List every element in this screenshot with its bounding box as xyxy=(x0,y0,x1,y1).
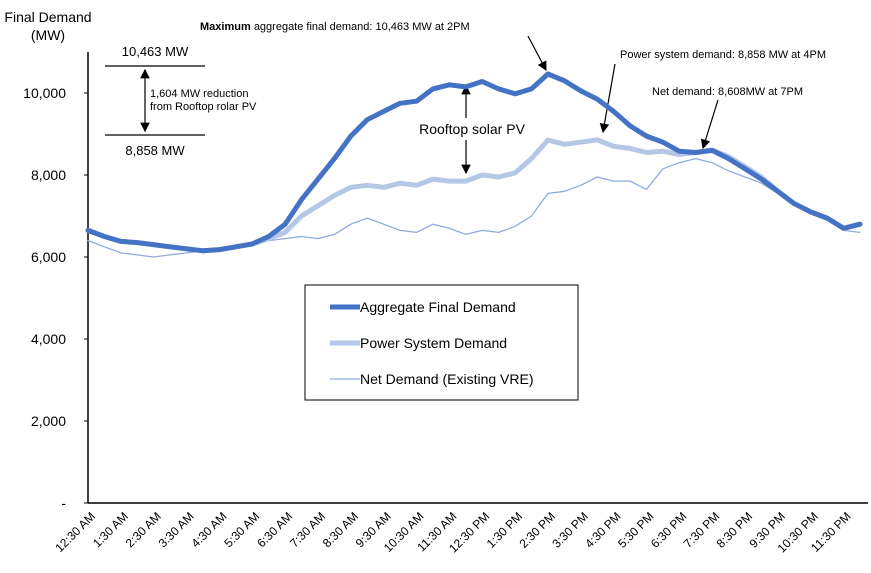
series-line xyxy=(87,157,861,258)
x-tick-label: 5:30 AM xyxy=(221,509,262,550)
arrow xyxy=(700,99,719,150)
annotation: Rooftop solar PV xyxy=(419,121,525,137)
y-tick-label: - xyxy=(61,495,66,511)
arrow xyxy=(527,35,547,72)
y-axis-label: Final Demand xyxy=(4,9,91,25)
y-axis-label: (MW) xyxy=(31,27,65,43)
x-tick-label: 3:30 AM xyxy=(156,509,197,550)
annotation: Net demand: 8,608MW at 7PM xyxy=(652,86,803,98)
x-tick-label: 12:30 AM xyxy=(52,509,98,555)
annotation: 8,858 MW xyxy=(125,143,185,158)
arrow xyxy=(599,63,616,134)
x-tick-label: 1:30 AM xyxy=(90,509,131,550)
series-line xyxy=(85,137,863,254)
legend-label: Net Demand (Existing VRE) xyxy=(360,371,534,387)
x-tick-label: 4:30 AM xyxy=(188,509,229,550)
annotation: Power system demand: 8,858 MW at 4PM xyxy=(620,49,826,61)
annotation: Maximum aggregate final demand: 10,463 M… xyxy=(200,21,470,33)
y-tick-label: 10,000 xyxy=(23,85,66,101)
legend-label: Power System Demand xyxy=(360,335,507,351)
annotations xyxy=(105,35,719,175)
x-tick-label: 2:30 AM xyxy=(123,509,164,550)
annotation-bold: Maximum xyxy=(200,21,251,33)
y-tick-label: 8,000 xyxy=(31,167,66,183)
legend-label: Aggregate Final Demand xyxy=(360,299,516,315)
annotation: 10,463 MW xyxy=(122,44,189,59)
y-tick-label: 2,000 xyxy=(31,413,66,429)
x-tick-label: 7:30 AM xyxy=(287,509,328,550)
series-line xyxy=(85,71,863,254)
annotation: 1,604 MW reduction xyxy=(150,88,248,100)
annotation: aggregate final demand: 10,463 MW at 2PM xyxy=(254,21,470,33)
y-tick-label: 6,000 xyxy=(31,249,66,265)
y-tick-label: 4,000 xyxy=(31,331,66,347)
x-tick-label: 6:30 AM xyxy=(254,509,295,550)
x-tick-label: 8:30 AM xyxy=(320,509,361,550)
annotation: from Rooftop rolar PV xyxy=(150,101,257,113)
